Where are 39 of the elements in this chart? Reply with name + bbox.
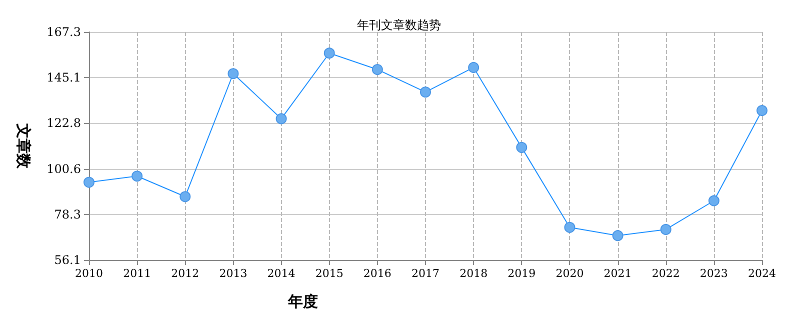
x-tick-label: 2010 xyxy=(75,267,103,280)
point xyxy=(756,105,768,116)
x-axis-title: 年度 xyxy=(287,292,318,310)
point xyxy=(324,48,335,59)
point xyxy=(516,142,528,153)
x-tick-label: 2019 xyxy=(508,267,536,280)
point xyxy=(468,62,480,73)
x-tick-label: 2012 xyxy=(171,267,200,280)
point xyxy=(276,113,287,124)
chart-title: 年刊文章数趋势 xyxy=(357,18,441,32)
x-tick-label: 2015 xyxy=(315,267,344,280)
x-tick-label: 2024 xyxy=(748,267,776,280)
y-tick-label: 56.1 xyxy=(54,253,81,267)
y-tick-label: 78.3 xyxy=(54,207,81,222)
point xyxy=(564,222,576,233)
x-tick-label: 2021 xyxy=(604,267,632,280)
x-tick-label: 2018 xyxy=(460,267,488,280)
y-tick-label: 100.6 xyxy=(46,162,81,176)
point xyxy=(612,230,624,242)
point xyxy=(228,68,239,80)
point xyxy=(660,224,672,235)
point xyxy=(132,170,143,182)
point xyxy=(372,64,383,76)
point xyxy=(708,195,720,206)
point xyxy=(180,191,191,202)
y-tick-label: 122.8 xyxy=(46,116,81,130)
x-tick-label: 2016 xyxy=(363,267,392,280)
x-tick-label: 2023 xyxy=(700,267,728,280)
point xyxy=(420,86,431,98)
y-tick-label: 145.1 xyxy=(46,70,81,85)
point xyxy=(84,176,94,188)
x-tick-label: 2013 xyxy=(219,267,248,280)
x-tick-label: 2020 xyxy=(556,267,584,280)
y-tick-label: 167.3 xyxy=(46,25,81,39)
x-tick-label: 2014 xyxy=(267,267,296,280)
x-tick-label: 2017 xyxy=(412,267,440,280)
x-tick-label: 2011 xyxy=(123,267,152,280)
y-axis-title: 文章数 xyxy=(14,122,32,170)
x-tick-label: 2022 xyxy=(652,267,680,280)
